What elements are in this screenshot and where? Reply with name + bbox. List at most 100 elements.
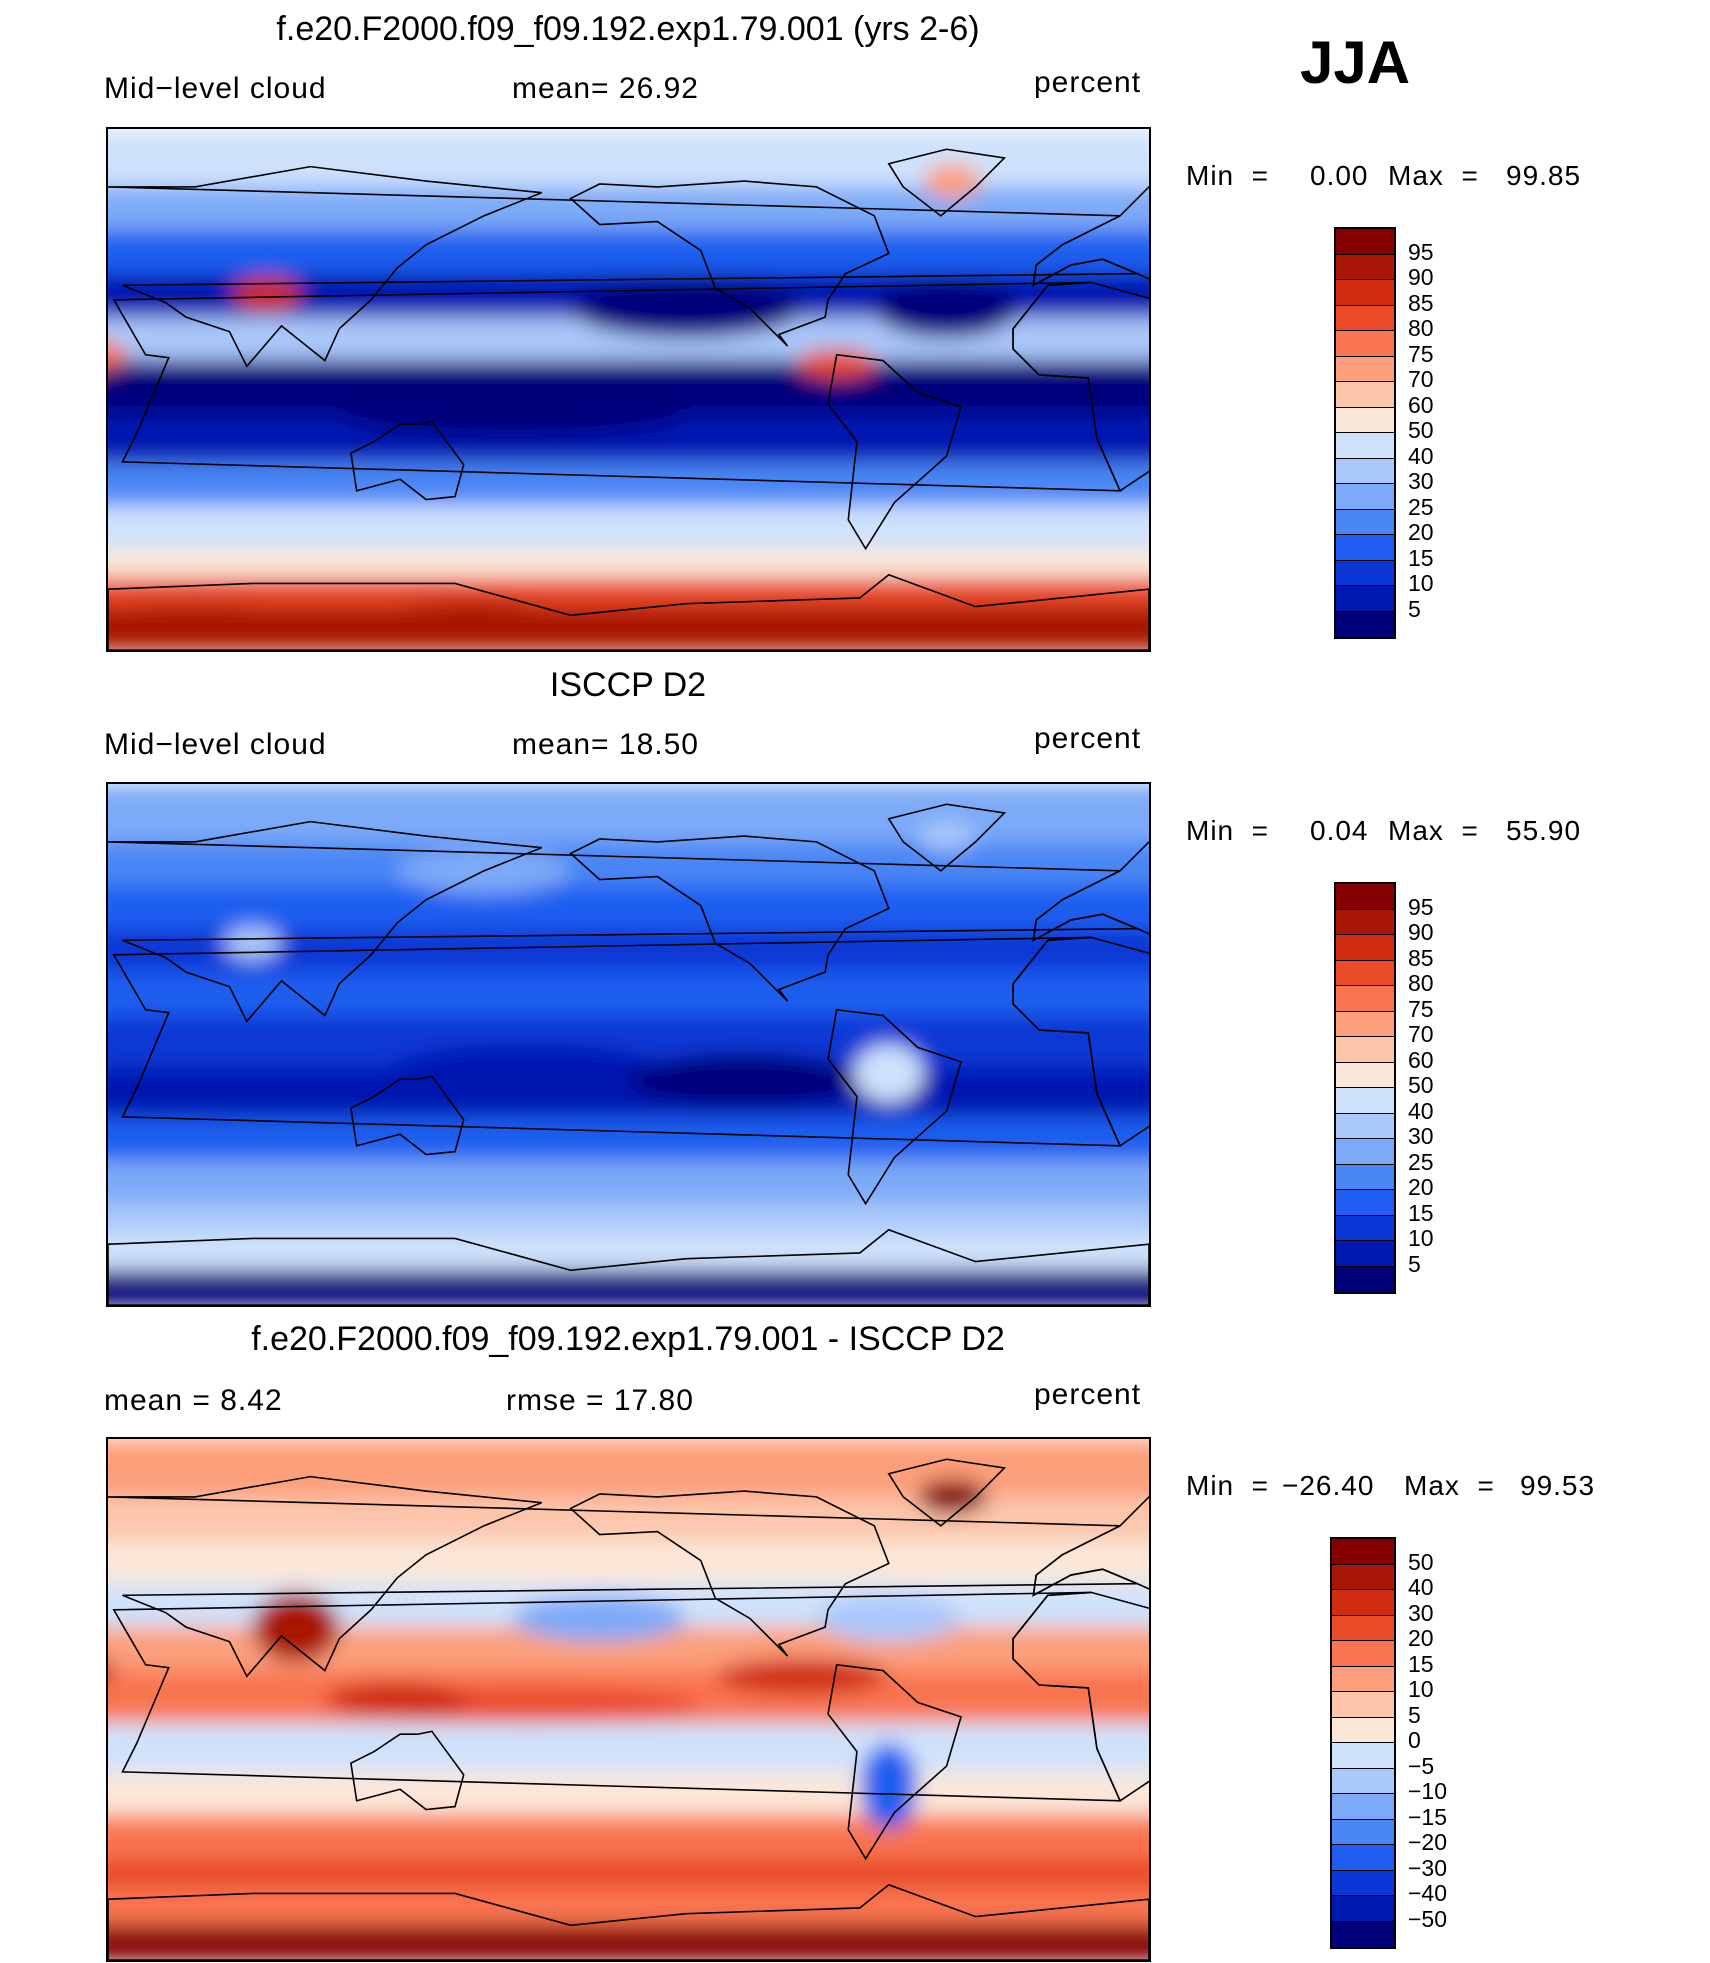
panel-1-map xyxy=(106,127,1151,652)
panel-3-units: percent xyxy=(1034,1378,1142,1411)
field-band xyxy=(108,1540,1149,1585)
panel-3-map xyxy=(106,1437,1151,1962)
colorbar-tick-label: 30 xyxy=(1408,468,1434,494)
colorbar-segment xyxy=(1332,1819,1394,1845)
colorbar-tick-label: 0 xyxy=(1408,1727,1421,1753)
colorbar-segment xyxy=(1336,1164,1394,1190)
field-band xyxy=(108,885,1149,930)
colorbar-tick-label: 30 xyxy=(1408,1123,1434,1149)
coastline xyxy=(350,1075,465,1156)
colorbar-tick-label: 60 xyxy=(1408,391,1434,418)
panel-2-title: ISCCP D2 xyxy=(549,666,707,704)
colorbar-segment xyxy=(1336,1113,1394,1139)
colorbar-segment xyxy=(1336,484,1394,510)
colorbar-segment xyxy=(1332,1743,1394,1769)
field-band xyxy=(108,1270,1149,1305)
panel-2-mean: mean= 18.50 xyxy=(512,728,699,761)
colorbar-segment xyxy=(1336,407,1394,433)
colorbar-segment xyxy=(1332,1539,1394,1565)
colorbar-segment xyxy=(1332,1845,1394,1871)
field-feature xyxy=(108,1662,114,1679)
coastline xyxy=(1032,1496,1149,1597)
coastline xyxy=(1012,281,1149,492)
coastline xyxy=(827,353,963,551)
panel-1-colorbar xyxy=(1334,227,1396,639)
colorbar-segment xyxy=(1336,909,1394,935)
colorbar-tick-label: 95 xyxy=(1408,893,1434,920)
colorbar-tick-label: 20 xyxy=(1408,1625,1434,1651)
colorbar-tick-label: 70 xyxy=(1408,1021,1434,1047)
field-feature xyxy=(108,341,129,368)
panel-1-min-value: 0.00 xyxy=(1310,160,1369,191)
colorbar-tick-label: 90 xyxy=(1408,264,1434,290)
colorbar-tick-label: 70 xyxy=(1408,366,1434,392)
colorbar-tick-label: 5 xyxy=(1408,1250,1421,1277)
colorbar-tick-label: 95 xyxy=(1408,238,1434,265)
coastline xyxy=(569,180,890,347)
field-feature xyxy=(816,1595,962,1642)
panel-1-max-label: Max = xyxy=(1388,160,1479,191)
coastline xyxy=(350,1730,465,1811)
coastline xyxy=(827,1008,963,1206)
coastline xyxy=(887,803,1007,872)
field-band xyxy=(108,186,1149,232)
panel-3-max-value: 99.53 xyxy=(1520,1470,1596,1501)
coastline xyxy=(887,148,1007,217)
field-feature xyxy=(917,1479,988,1515)
colorbar-tick-label: 15 xyxy=(1408,1199,1434,1226)
field-band xyxy=(108,1925,1149,1960)
colorbar-tick-label: 40 xyxy=(1408,1097,1434,1124)
colorbar-tick-label: 5 xyxy=(1408,595,1421,622)
field-feature xyxy=(339,389,687,436)
panel-1-variable-label: Mid−level cloud xyxy=(104,72,327,105)
colorbar-segment xyxy=(1332,1590,1394,1616)
coastline xyxy=(1012,1591,1149,1802)
field-feature xyxy=(512,1595,687,1642)
panel-1-units: percent xyxy=(1034,66,1142,99)
field-feature xyxy=(859,1742,918,1830)
colorbar-tick-label: 80 xyxy=(1408,315,1434,341)
colorbar-tick-label: −40 xyxy=(1408,1880,1448,1906)
coastline xyxy=(1032,186,1149,287)
colorbar-tick-label: 80 xyxy=(1408,970,1434,996)
field-feature xyxy=(382,1044,672,1103)
colorbar-segment xyxy=(1336,305,1394,331)
colorbar-segment xyxy=(1332,1717,1394,1743)
coastline xyxy=(108,1475,1138,1678)
colorbar-segment xyxy=(1336,1088,1394,1114)
colorbar-segment xyxy=(1336,433,1394,459)
field-band xyxy=(108,1771,1149,1817)
colorbar-segment xyxy=(1332,1794,1394,1820)
colorbar-tick-label: −50 xyxy=(1408,1905,1448,1932)
field-band xyxy=(108,1439,1149,1498)
colorbar-segment xyxy=(1336,458,1394,484)
field-band xyxy=(108,1815,1149,1860)
colorbar-segment xyxy=(1336,935,1394,961)
panel-1-title: f.e20.F2000.f09_f09.192.exp1.79.001 (yrs… xyxy=(276,10,980,48)
field-feature xyxy=(108,603,311,639)
coastline xyxy=(108,1883,1149,1960)
colorbar-tick-label: 50 xyxy=(1408,1072,1434,1098)
panel-3-min-label: Min = xyxy=(1186,1470,1270,1501)
map-plot xyxy=(108,784,1149,1305)
panel-2-max-label: Max = xyxy=(1388,815,1479,846)
colorbar-tick-label: 75 xyxy=(1408,995,1434,1022)
field-feature xyxy=(628,1053,860,1106)
colorbar-tick-label: −15 xyxy=(1408,1803,1448,1830)
colorbar-segment xyxy=(1332,1896,1394,1922)
map-plot xyxy=(108,129,1149,650)
colorbar-tick-label: −5 xyxy=(1408,1752,1435,1779)
map-plot xyxy=(108,1439,1149,1960)
colorbar-tick-label: 40 xyxy=(1408,1574,1434,1600)
colorbar-segment xyxy=(1332,1921,1394,1947)
coastline xyxy=(569,835,890,1002)
colorbar-tick-label: −10 xyxy=(1408,1778,1448,1804)
colorbar-tick-label: 20 xyxy=(1408,519,1434,545)
colorbar-tick-label: 25 xyxy=(1408,493,1434,520)
colorbar-tick-label: 10 xyxy=(1408,570,1434,596)
colorbar-segment xyxy=(1332,1870,1394,1896)
panel-1-max-value: 99.85 xyxy=(1506,160,1582,191)
field-band xyxy=(108,841,1149,887)
colorbar-segment xyxy=(1336,254,1394,280)
panel-2-min-value: 0.04 xyxy=(1310,815,1369,846)
